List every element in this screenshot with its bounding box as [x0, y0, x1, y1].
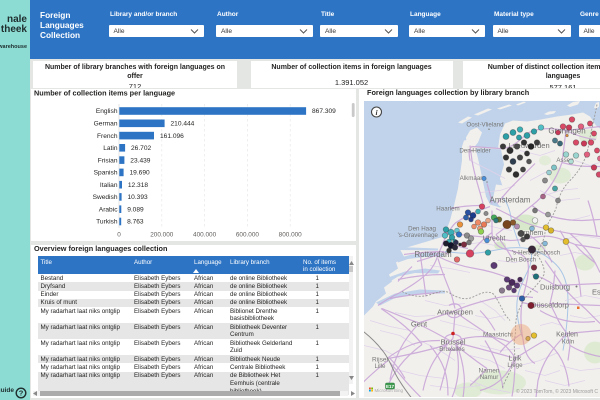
svg-text:Keulen: Keulen: [556, 331, 578, 338]
svg-text:'s-Gravenhage: 's-Gravenhage: [398, 232, 439, 239]
svg-text:© 2023 TomTom, © 2023 Microsof: © 2023 TomTom, © 2023 Microsoft C: [516, 388, 598, 395]
svg-text:Luik: Luik: [509, 355, 522, 362]
svg-text:Frisian: Frisian: [98, 157, 118, 164]
svg-text:Lille: Lille: [374, 363, 386, 370]
svg-text:Den Haag: Den Haag: [408, 225, 436, 232]
svg-text:Arabic: Arabic: [99, 206, 118, 213]
svg-text:12.318: 12.318: [128, 182, 149, 189]
svg-text:Köln: Köln: [562, 338, 575, 345]
svg-text:210.444: 210.444: [171, 121, 195, 128]
svg-text:8.763: 8.763: [127, 219, 144, 226]
svg-text:10.393: 10.393: [128, 194, 149, 201]
svg-text:Swedish: Swedish: [93, 194, 118, 201]
svg-text:E17: E17: [386, 383, 395, 388]
svg-text:Number of collection items per: Number of collection items per language: [34, 89, 175, 98]
svg-text:Haarlem: Haarlem: [436, 205, 459, 212]
svg-text:Maastricht: Maastricht: [483, 331, 513, 338]
svg-text:Latin: Latin: [103, 145, 118, 152]
svg-text:9.089: 9.089: [127, 206, 144, 213]
svg-text:Brussel: Brussel: [440, 337, 465, 346]
svg-text:Liège: Liège: [507, 362, 523, 369]
svg-text:Italian: Italian: [100, 182, 118, 189]
svg-text:?: ?: [19, 389, 24, 398]
svg-text:English: English: [96, 108, 118, 115]
svg-text:400.000: 400.000: [193, 232, 217, 239]
svg-text:Alkmaar: Alkmaar: [460, 175, 483, 182]
svg-text:Bruxelles: Bruxelles: [439, 346, 464, 353]
svg-text:German: German: [94, 121, 118, 128]
svg-text:0: 0: [117, 232, 121, 239]
svg-text:Oost-Vlieland: Oost-Vlieland: [466, 121, 504, 128]
svg-text:Microsoft Bing: Microsoft Bing: [375, 388, 404, 393]
svg-text:Spanish: Spanish: [94, 170, 118, 177]
svg-text:Gent: Gent: [411, 319, 428, 328]
svg-text:Den Bosch: Den Bosch: [506, 256, 537, 263]
svg-text:Amsterdam: Amsterdam: [490, 195, 531, 204]
svg-text:867.309: 867.309: [312, 108, 336, 115]
svg-text:Groningen: Groningen: [548, 126, 585, 135]
svg-text:Turkish: Turkish: [96, 219, 118, 226]
svg-text:Namur: Namur: [480, 374, 499, 381]
svg-text:Assen: Assen: [556, 157, 574, 164]
svg-text:'s-Hertogenbosch: 's-Hertogenbosch: [512, 249, 561, 256]
svg-text:Rotterdam: Rotterdam: [414, 250, 452, 259]
svg-text:200.000: 200.000: [150, 232, 174, 239]
svg-text:26.702: 26.702: [131, 145, 152, 152]
svg-text:Namen: Namen: [479, 367, 500, 374]
svg-text:23.439: 23.439: [130, 157, 151, 164]
svg-text:French: French: [97, 133, 118, 140]
svg-text:Rijsel: Rijsel: [372, 356, 388, 363]
svg-text:Den Helder: Den Helder: [459, 147, 490, 154]
svg-text:Arnhem: Arnhem: [519, 230, 544, 237]
svg-text:800.000: 800.000: [279, 232, 303, 239]
svg-text:Es: Es: [592, 287, 600, 296]
svg-text:Duisburg: Duisburg: [540, 282, 570, 291]
svg-text:600.000: 600.000: [236, 232, 260, 239]
svg-text:19.690: 19.690: [130, 170, 151, 177]
svg-text:Utrecht: Utrecht: [483, 235, 506, 242]
svg-text:Düsseldorp: Düsseldorp: [531, 300, 569, 309]
svg-text:161.096: 161.096: [160, 133, 184, 140]
svg-text:i: i: [375, 108, 378, 117]
svg-text:Antwerpen: Antwerpen: [437, 307, 473, 316]
